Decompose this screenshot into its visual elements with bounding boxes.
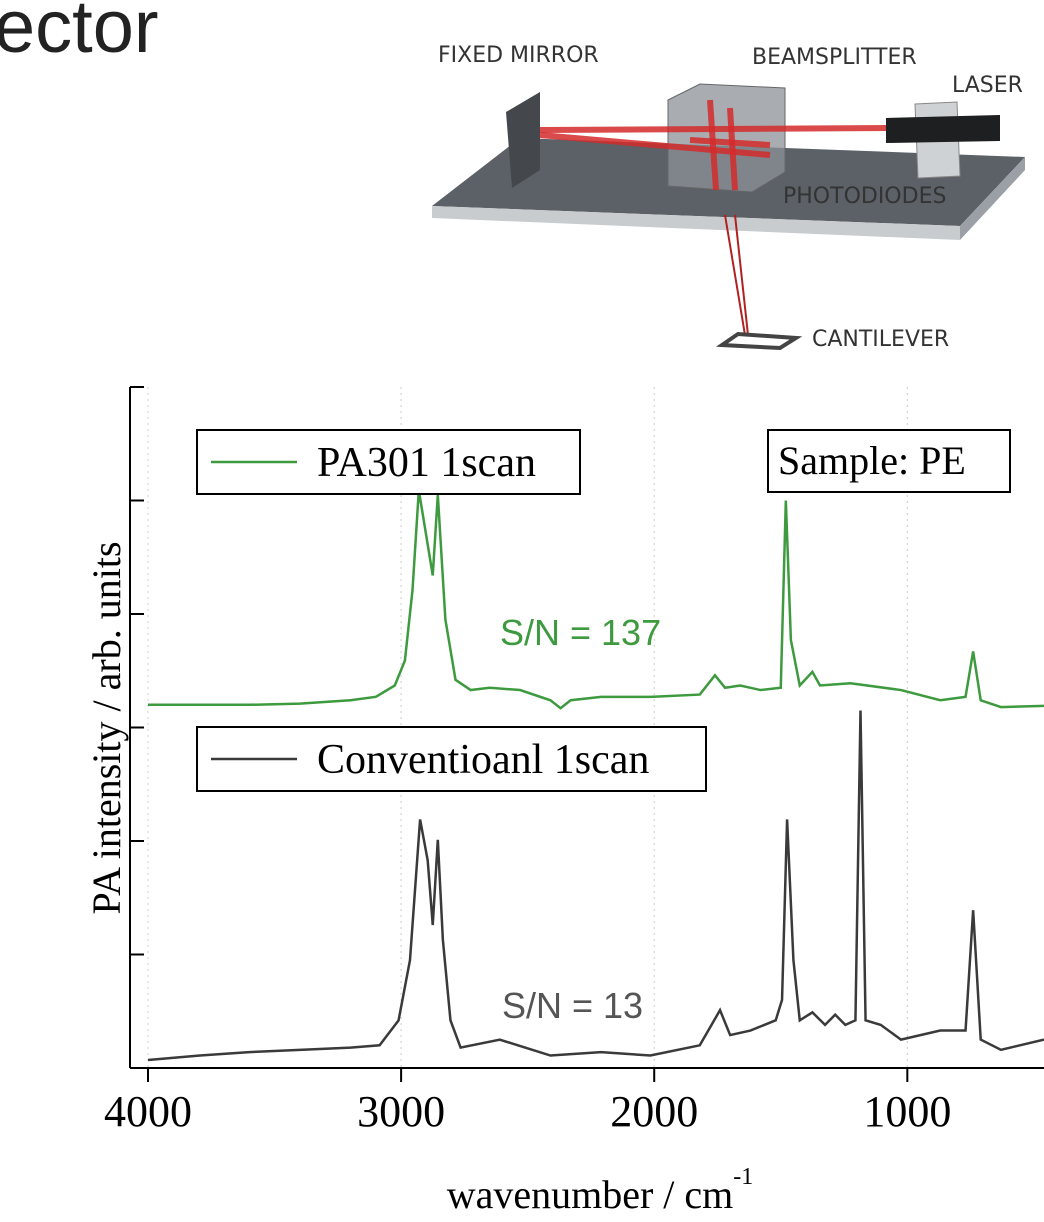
cantilever — [722, 334, 796, 348]
legend-label: Conventioanl 1scan — [317, 737, 649, 783]
cantilever-beams — [725, 215, 748, 335]
legend-label: PA301 1scan — [317, 440, 536, 486]
annotation: S/N = 13 — [502, 985, 643, 1026]
diagram-label: LASER — [952, 73, 1023, 98]
page: ector FIXED MIRROR BEAMSPLITTER LASER PH… — [0, 0, 1044, 1222]
laser-tube — [886, 115, 1000, 143]
diagram-label: FIXED MIRROR — [438, 43, 599, 68]
annotation: S/N = 137 — [500, 612, 661, 653]
diagram-label: CANTILEVER — [812, 327, 949, 352]
x-tick-label: 3000 — [357, 1087, 445, 1136]
diagram-label: PHOTODIODES — [783, 184, 946, 209]
annotation: Sample: PE — [778, 438, 966, 483]
setup-diagram: FIXED MIRROR BEAMSPLITTER LASER PHOTODIO… — [432, 43, 1025, 352]
x-axis-label: wavenumber / cm-1 — [447, 1164, 754, 1217]
x-axis-label-superscript: -1 — [733, 1164, 753, 1190]
chart: 4000 3000 2000 1000 PA301 1scan Conventioanl … — [104, 387, 1044, 1136]
series-line — [148, 490, 1044, 708]
x-tick-label: 4000 — [104, 1087, 192, 1136]
beamsplitter-cube — [668, 84, 785, 192]
x-tick-label: 2000 — [610, 1087, 698, 1136]
diagram-label: BEAMSPLITTER — [752, 45, 917, 70]
x-axis-label-text: wavenumber / cm — [447, 1172, 734, 1217]
x-tick-label: 1000 — [863, 1087, 951, 1136]
y-axis-label: PA intensity / arb. units — [84, 541, 129, 914]
heading-fragment: ector — [0, 0, 159, 68]
